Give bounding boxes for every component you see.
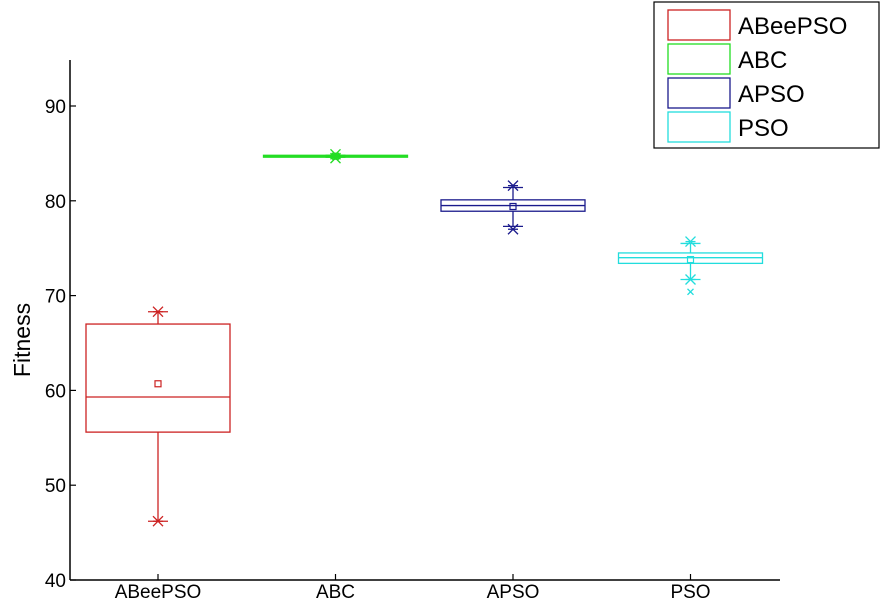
boxes [86, 149, 763, 526]
y-ticks: 40 50 60 70 80 90 [45, 97, 76, 592]
y-tick-label: 80 [45, 192, 66, 213]
box-apso [441, 181, 585, 235]
y-tick-label: 70 [45, 287, 66, 308]
mean-marker [510, 203, 516, 209]
x-tick-label: PSO [670, 582, 710, 603]
y-tick-label: 50 [45, 476, 66, 497]
legend-label: APSO [738, 81, 805, 108]
legend-label: ABC [738, 47, 787, 74]
legend-label: ABeePSO [738, 13, 847, 40]
box-pso [619, 237, 763, 295]
outlier-marker [688, 289, 694, 295]
legend-label: PSO [738, 115, 789, 142]
box-abeepso [86, 307, 230, 527]
iqr-box [86, 324, 230, 432]
y-tick-label: 40 [45, 571, 66, 592]
x-tick-label: ABC [316, 582, 355, 603]
y-tick-label: 60 [45, 381, 66, 402]
mean-marker [155, 381, 161, 387]
legend: ABeePSO ABC APSO PSO [654, 2, 879, 148]
x-ticks: ABeePSO ABC APSO PSO [115, 574, 711, 603]
y-tick-label: 90 [45, 97, 66, 118]
y-axis-title: Fitness [9, 303, 35, 377]
x-tick-label: APSO [487, 582, 540, 603]
x-tick-label: ABeePSO [115, 582, 202, 603]
box-abc [264, 149, 408, 163]
